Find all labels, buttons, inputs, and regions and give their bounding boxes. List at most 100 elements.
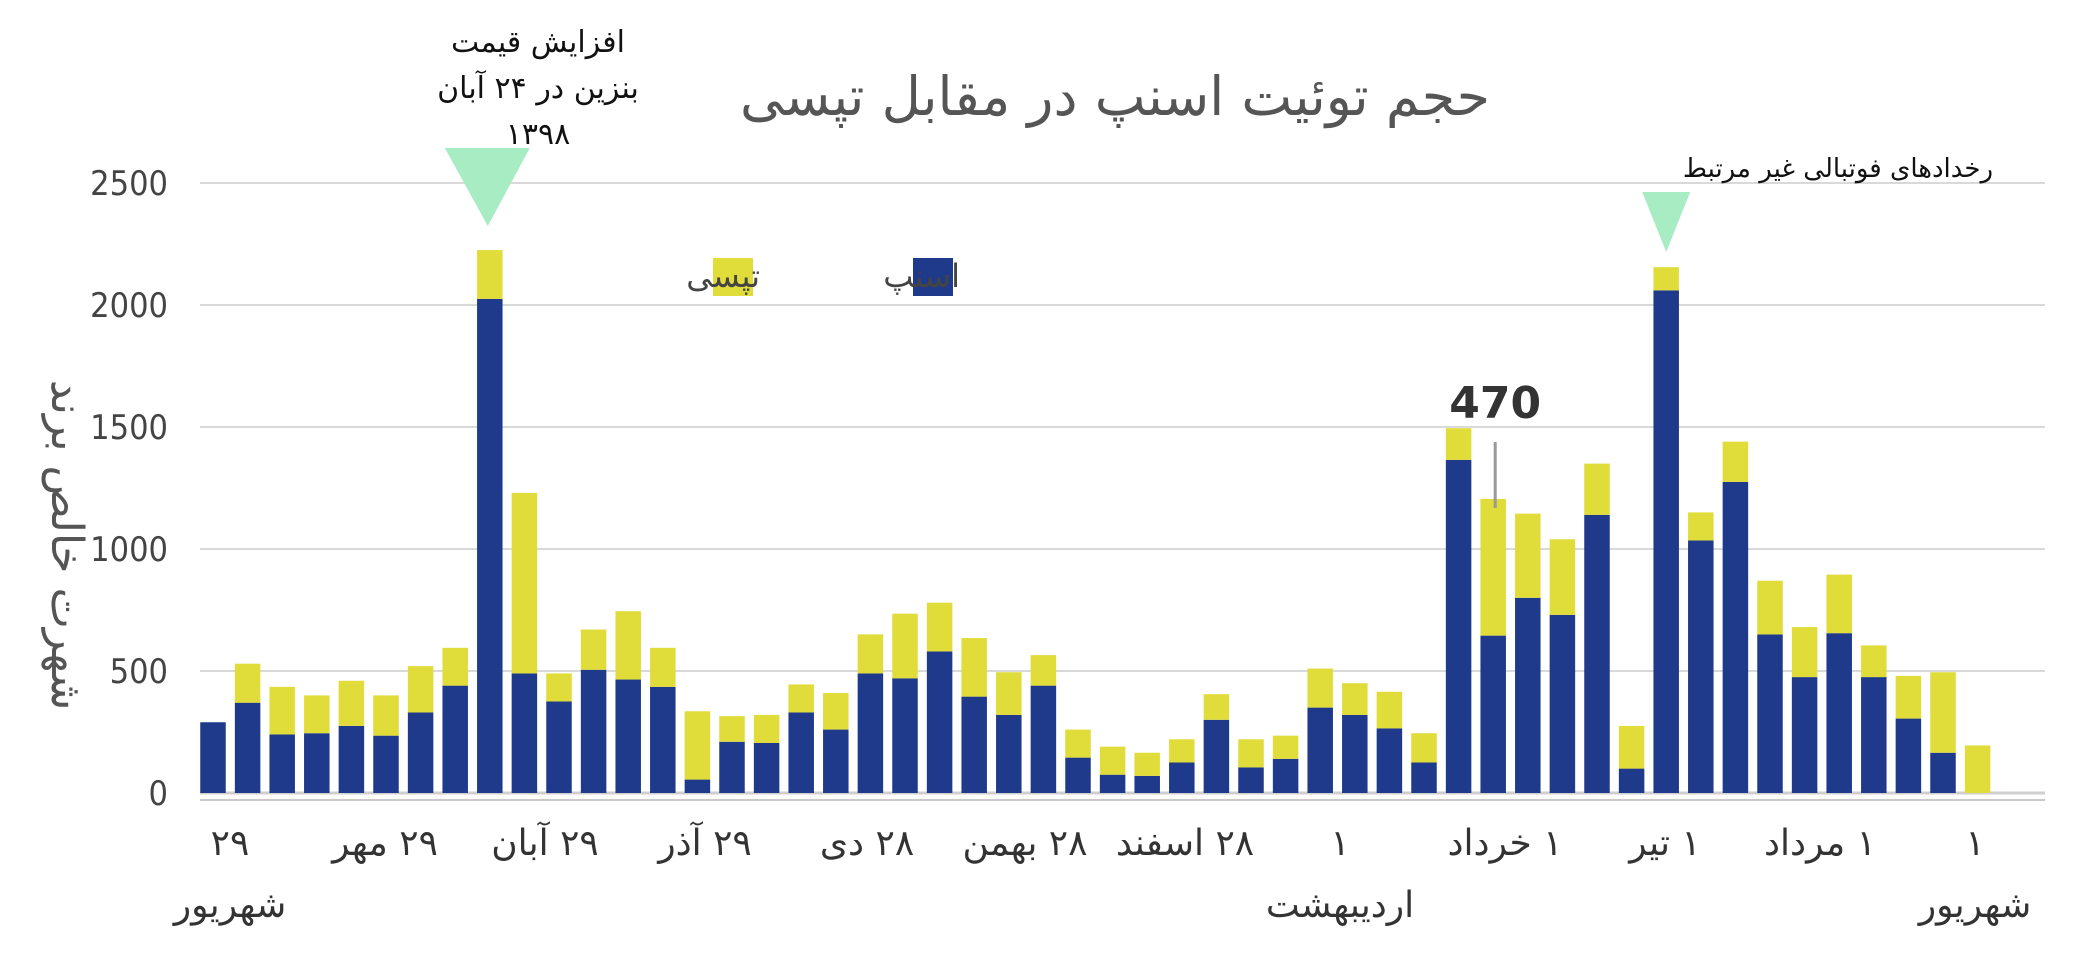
x-tick-label: ۲۹ شهریور bbox=[172, 823, 287, 926]
bar-snapp bbox=[1480, 635, 1506, 793]
bar-tapsi bbox=[1238, 739, 1264, 768]
bar-snapp bbox=[1757, 634, 1783, 793]
bar-snapp bbox=[1722, 481, 1749, 793]
legend-label-snapp: اسنپ bbox=[883, 257, 960, 295]
bar-snapp bbox=[615, 679, 641, 793]
bar-snapp bbox=[1584, 514, 1610, 793]
x-axis-ticks: ۲۹ شهریور ۲۹ مهر ۲۹ آبان ۲۹ آذر ۲۸ دی ۲۸ بهمن ۲… bbox=[172, 820, 2032, 926]
bar-tapsi bbox=[1272, 735, 1299, 759]
bar-snapp bbox=[788, 712, 814, 793]
bar-snapp bbox=[1065, 757, 1091, 793]
bar-snapp bbox=[477, 298, 503, 793]
bar-snapp bbox=[1791, 677, 1818, 793]
y-tick-label: 0 bbox=[149, 774, 168, 814]
chart-title: حجم توئیت اسنپ در مقابل تپسی bbox=[740, 65, 1490, 128]
bar-tapsi bbox=[684, 711, 711, 780]
annotation-text-petrol: افزایش قیمت بنزین در ۲۴ آبان ۱۳۹۸ bbox=[437, 25, 639, 152]
bar-tapsi bbox=[788, 684, 814, 713]
x-tick-label: ۱ خرداد bbox=[1448, 823, 1563, 864]
bar-tapsi bbox=[1169, 739, 1195, 763]
bar-snapp bbox=[1895, 718, 1922, 793]
x-tick-label: ۱ اردیبهشت bbox=[1266, 823, 1414, 926]
bar-snapp bbox=[1618, 768, 1645, 793]
bar-tapsi bbox=[234, 663, 261, 703]
annotation-marker-petrol bbox=[444, 148, 530, 226]
bar-tapsi bbox=[269, 686, 295, 735]
bar-snapp bbox=[650, 686, 676, 793]
x-tick-label: ۲۹ مهر bbox=[330, 823, 438, 864]
bar-tapsi bbox=[996, 672, 1022, 715]
bar-tapsi bbox=[1791, 627, 1818, 678]
bar-snapp bbox=[373, 735, 399, 793]
bar-tapsi bbox=[511, 492, 538, 674]
bar-tapsi bbox=[857, 634, 884, 674]
bar-snapp bbox=[1653, 290, 1679, 793]
bar-tapsi bbox=[1964, 745, 1991, 793]
bar-snapp bbox=[269, 734, 295, 793]
y-tick-label: 1500 bbox=[90, 408, 168, 448]
callout-label: 470 bbox=[1449, 378, 1541, 429]
bar-snapp bbox=[200, 722, 226, 793]
bar-snapp bbox=[1342, 714, 1368, 793]
y-axis-ticks: 0 500 1000 1500 2000 2500 bbox=[90, 164, 168, 814]
bar-tapsi bbox=[338, 680, 365, 726]
x-tick-label: ۱ تیر bbox=[1627, 823, 1701, 864]
bar-snapp bbox=[580, 669, 607, 793]
bar-tapsi bbox=[373, 695, 399, 736]
bar-snapp bbox=[407, 712, 434, 793]
legend-swatch-snapp bbox=[913, 258, 953, 296]
bar-snapp bbox=[1411, 762, 1437, 793]
bar-snapp bbox=[1445, 459, 1472, 793]
bar-tapsi bbox=[823, 692, 849, 730]
bar-snapp bbox=[546, 701, 572, 793]
bar-tapsi bbox=[615, 611, 641, 680]
bar-tapsi bbox=[753, 714, 780, 743]
bar-snapp bbox=[823, 729, 849, 793]
bar-tapsi bbox=[719, 716, 745, 742]
y-tick-label: 500 bbox=[110, 652, 168, 692]
x-tick-label: ۲۸ اسفند bbox=[1116, 823, 1254, 864]
bar-snapp bbox=[442, 685, 468, 793]
y-tick-label: 1000 bbox=[90, 530, 168, 570]
bar-snapp bbox=[1930, 752, 1956, 793]
bar-tapsi bbox=[1099, 746, 1126, 775]
bar-tapsi bbox=[1757, 580, 1783, 635]
bar-tapsi bbox=[1342, 683, 1368, 715]
x-tick-label: ۲۸ دی bbox=[820, 823, 914, 864]
bars bbox=[200, 250, 1991, 793]
x-tick-label: ۲۸ بهمن bbox=[963, 823, 1088, 864]
bar-tapsi bbox=[304, 695, 330, 734]
bar-tapsi bbox=[650, 647, 676, 687]
annotation-text-football: رخدادهای فوتبالی غیر مرتبط bbox=[1683, 154, 1993, 184]
legend-swatch-tapsi bbox=[713, 258, 753, 296]
bar-snapp bbox=[684, 779, 711, 793]
bar-tapsi bbox=[1445, 428, 1472, 460]
bar-snapp bbox=[1238, 767, 1264, 793]
bar-snapp bbox=[961, 696, 987, 793]
bar-tapsi bbox=[1411, 733, 1437, 763]
bar-tapsi bbox=[1376, 691, 1403, 729]
bar-snapp bbox=[926, 651, 953, 793]
bar-tapsi bbox=[1549, 539, 1576, 615]
bar-tapsi bbox=[1480, 498, 1506, 636]
bar-snapp bbox=[1099, 774, 1126, 793]
x-tick-label: ۱ مرداد bbox=[1764, 823, 1876, 864]
bar-tapsi bbox=[926, 602, 953, 652]
x-tick-label: ۲۹ آبان bbox=[491, 820, 599, 864]
bar-tapsi bbox=[1134, 752, 1160, 776]
bar-tapsi bbox=[407, 666, 434, 713]
bar-snapp bbox=[1515, 597, 1541, 793]
bar-snapp bbox=[304, 733, 330, 793]
bar-snapp bbox=[1861, 677, 1887, 793]
bar-snapp bbox=[1203, 719, 1230, 793]
bar-snapp bbox=[1826, 633, 1852, 793]
y-axis-label: شهرت خالص برند bbox=[41, 380, 92, 711]
bar-tapsi bbox=[1722, 441, 1749, 482]
x-tick-label: ۲۹ آذر bbox=[656, 820, 752, 864]
bar-snapp bbox=[1169, 762, 1195, 793]
annotation-marker-football bbox=[1642, 192, 1691, 252]
bar-tapsi bbox=[1584, 463, 1610, 515]
bar-snapp bbox=[1376, 728, 1403, 793]
bar-tapsi bbox=[477, 250, 503, 299]
